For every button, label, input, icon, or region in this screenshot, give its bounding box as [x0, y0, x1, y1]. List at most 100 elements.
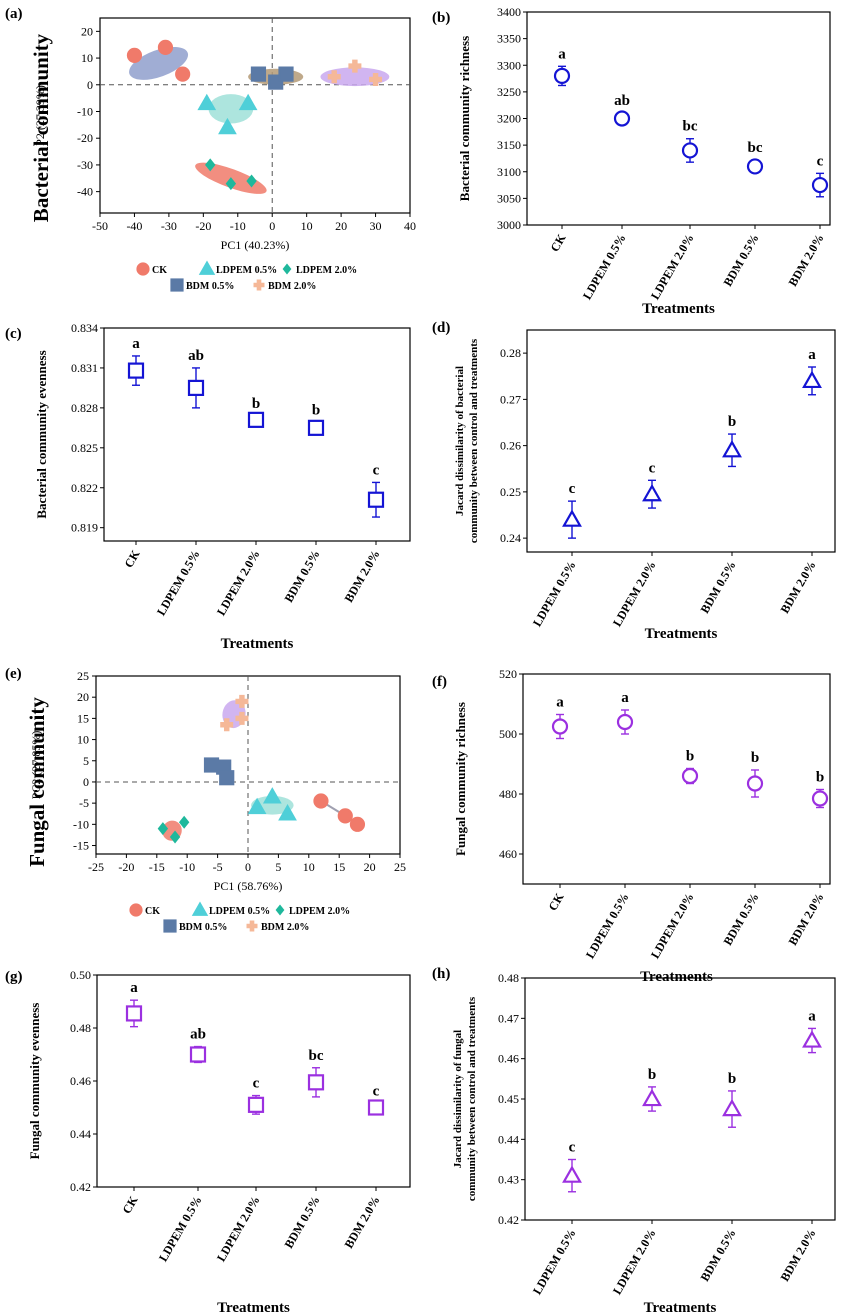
y-axis-title: Fungal community richness	[453, 702, 468, 856]
data-point	[746, 158, 764, 175]
x-tick-label: 30	[370, 219, 382, 233]
chart-panel-b: (b) 3000 3050 3100 3150 3200 3250 3300 3350 3400 C…	[432, 5, 831, 317]
y-tick-label: 0.834	[71, 321, 98, 335]
significance-letter: bc	[748, 140, 763, 156]
plot-frame	[103, 327, 411, 542]
y-axis-title-line2: community between control and treatments	[466, 996, 478, 1201]
legend-marker	[253, 279, 265, 291]
y-axis-title: Fungal community evenness	[27, 1003, 42, 1160]
x-tick-label: 0	[245, 860, 251, 874]
score-point	[348, 59, 362, 73]
score-point	[225, 177, 237, 191]
y-axis-title: Bacterial community evenness	[34, 350, 49, 518]
data-point	[811, 176, 829, 194]
significance-letter: a	[132, 336, 140, 352]
x-category-label: CK	[121, 547, 142, 570]
plot-frame	[526, 329, 836, 553]
data-point	[307, 1074, 325, 1091]
data-point	[616, 713, 634, 731]
x-category-label: LDPEM 2.0%	[214, 548, 263, 619]
significance-letter: b	[686, 749, 694, 765]
score-point	[349, 816, 366, 832]
y-tick-label: -15	[73, 839, 89, 853]
data-point	[746, 775, 764, 792]
y-tick-label: 0.819	[71, 521, 98, 535]
significance-letter: b	[312, 403, 320, 419]
y-tick-label: -20	[77, 131, 93, 145]
y-tick-label: 0.828	[71, 401, 98, 415]
data-point	[562, 509, 582, 527]
panel-label: (f)	[432, 674, 447, 690]
panel-label: (g)	[5, 969, 23, 985]
legend-label: BDM 0.5%	[186, 281, 234, 292]
x-tick-label: -20	[118, 860, 134, 874]
legend-label: BDM 2.0%	[268, 281, 316, 292]
x-axis-title: Treatments	[645, 626, 718, 642]
data-point	[187, 379, 205, 397]
x-tick-label: -50	[92, 219, 108, 233]
y-tick-label: 20	[81, 24, 93, 38]
y-tick-label: 500	[499, 727, 517, 741]
significance-letter: b	[252, 396, 260, 412]
y-tick-label: 3250	[497, 85, 521, 99]
score-point	[203, 757, 220, 773]
significance-letter: b	[816, 770, 824, 786]
data-point	[802, 370, 822, 389]
legend-marker	[198, 260, 216, 275]
x-tick-label: 10	[301, 219, 313, 233]
x-tick-label: -5	[213, 860, 223, 874]
x-category-label: BDM 2.0%	[785, 891, 826, 948]
y-tick-label: 3400	[497, 5, 521, 19]
x-tick-label: -10	[179, 860, 195, 874]
y-tick-label: -10	[73, 817, 89, 831]
data-point	[681, 767, 699, 785]
data-point	[811, 790, 829, 807]
significance-letter: ab	[614, 93, 630, 109]
y-tick-label: 25	[77, 669, 89, 683]
legend-label: LDPEM 2.0%	[296, 265, 357, 276]
legend-marker	[246, 920, 258, 932]
significance-letter: b	[648, 1067, 656, 1083]
chart-panel-h: (h) 0.42 0.43 0.44 0.45 0.46 0.47 0.48 LDPEM 0.5…	[432, 966, 836, 1316]
score-point	[220, 718, 234, 732]
legend-label: BDM 2.0%	[261, 922, 309, 933]
score-point	[219, 770, 235, 786]
y-tick-label: 460	[499, 847, 517, 861]
x-category-label: CK	[547, 231, 568, 254]
y-tick-label: 3000	[497, 218, 521, 232]
data-point	[125, 1005, 143, 1022]
section-title-fungal: Fungal community	[25, 697, 49, 867]
y-tick-label: 0.44	[70, 1127, 91, 1141]
y-tick-label: 5	[83, 754, 89, 768]
y-axis-title-line1: Jacard dissimilarity of bacterial	[454, 366, 466, 516]
y-tick-label: 3050	[497, 191, 521, 205]
score-point	[205, 158, 216, 172]
x-tick-label: -15	[149, 860, 165, 874]
score-point	[175, 66, 191, 82]
x-axis-title: Treatments	[221, 636, 294, 652]
panel-label: (c)	[5, 326, 22, 342]
x-category-label: LDPEM 2.0%	[648, 232, 697, 303]
score-point	[235, 711, 249, 725]
significance-letter: ab	[190, 1027, 206, 1043]
x-tick-label: -25	[88, 860, 104, 874]
x-category-label: BDM 0.5%	[697, 1227, 738, 1284]
y-axis-title: Bacterial community richness	[457, 36, 472, 201]
legend-marker	[191, 901, 209, 916]
y-tick-label: 480	[499, 787, 517, 801]
legend-label: BDM 0.5%	[179, 922, 227, 933]
x-category-label: BDM 2.0%	[777, 559, 818, 616]
chart-panel-g: (g) 0.42 0.44 0.46 0.48 0.50 CK a LDPEM 0.5% ab LD…	[5, 968, 411, 1316]
x-category-label: BDM 2.0%	[341, 1194, 382, 1251]
legend-label: CK	[145, 906, 160, 917]
y-tick-label: 3300	[497, 58, 521, 72]
data-point	[613, 110, 631, 127]
chart-panel-c: (c) 0.819 0.822 0.825 0.828 0.831 0.834 CK a LDPE…	[5, 321, 411, 652]
plot-frame	[99, 17, 411, 214]
y-tick-label: 0	[87, 78, 93, 92]
y-tick-label: 520	[499, 667, 517, 681]
data-point	[642, 1088, 662, 1107]
panel-label: (h)	[432, 966, 450, 982]
significance-letter: c	[373, 1084, 380, 1100]
y-axis-title: PC2 (27.85%)	[29, 731, 43, 800]
